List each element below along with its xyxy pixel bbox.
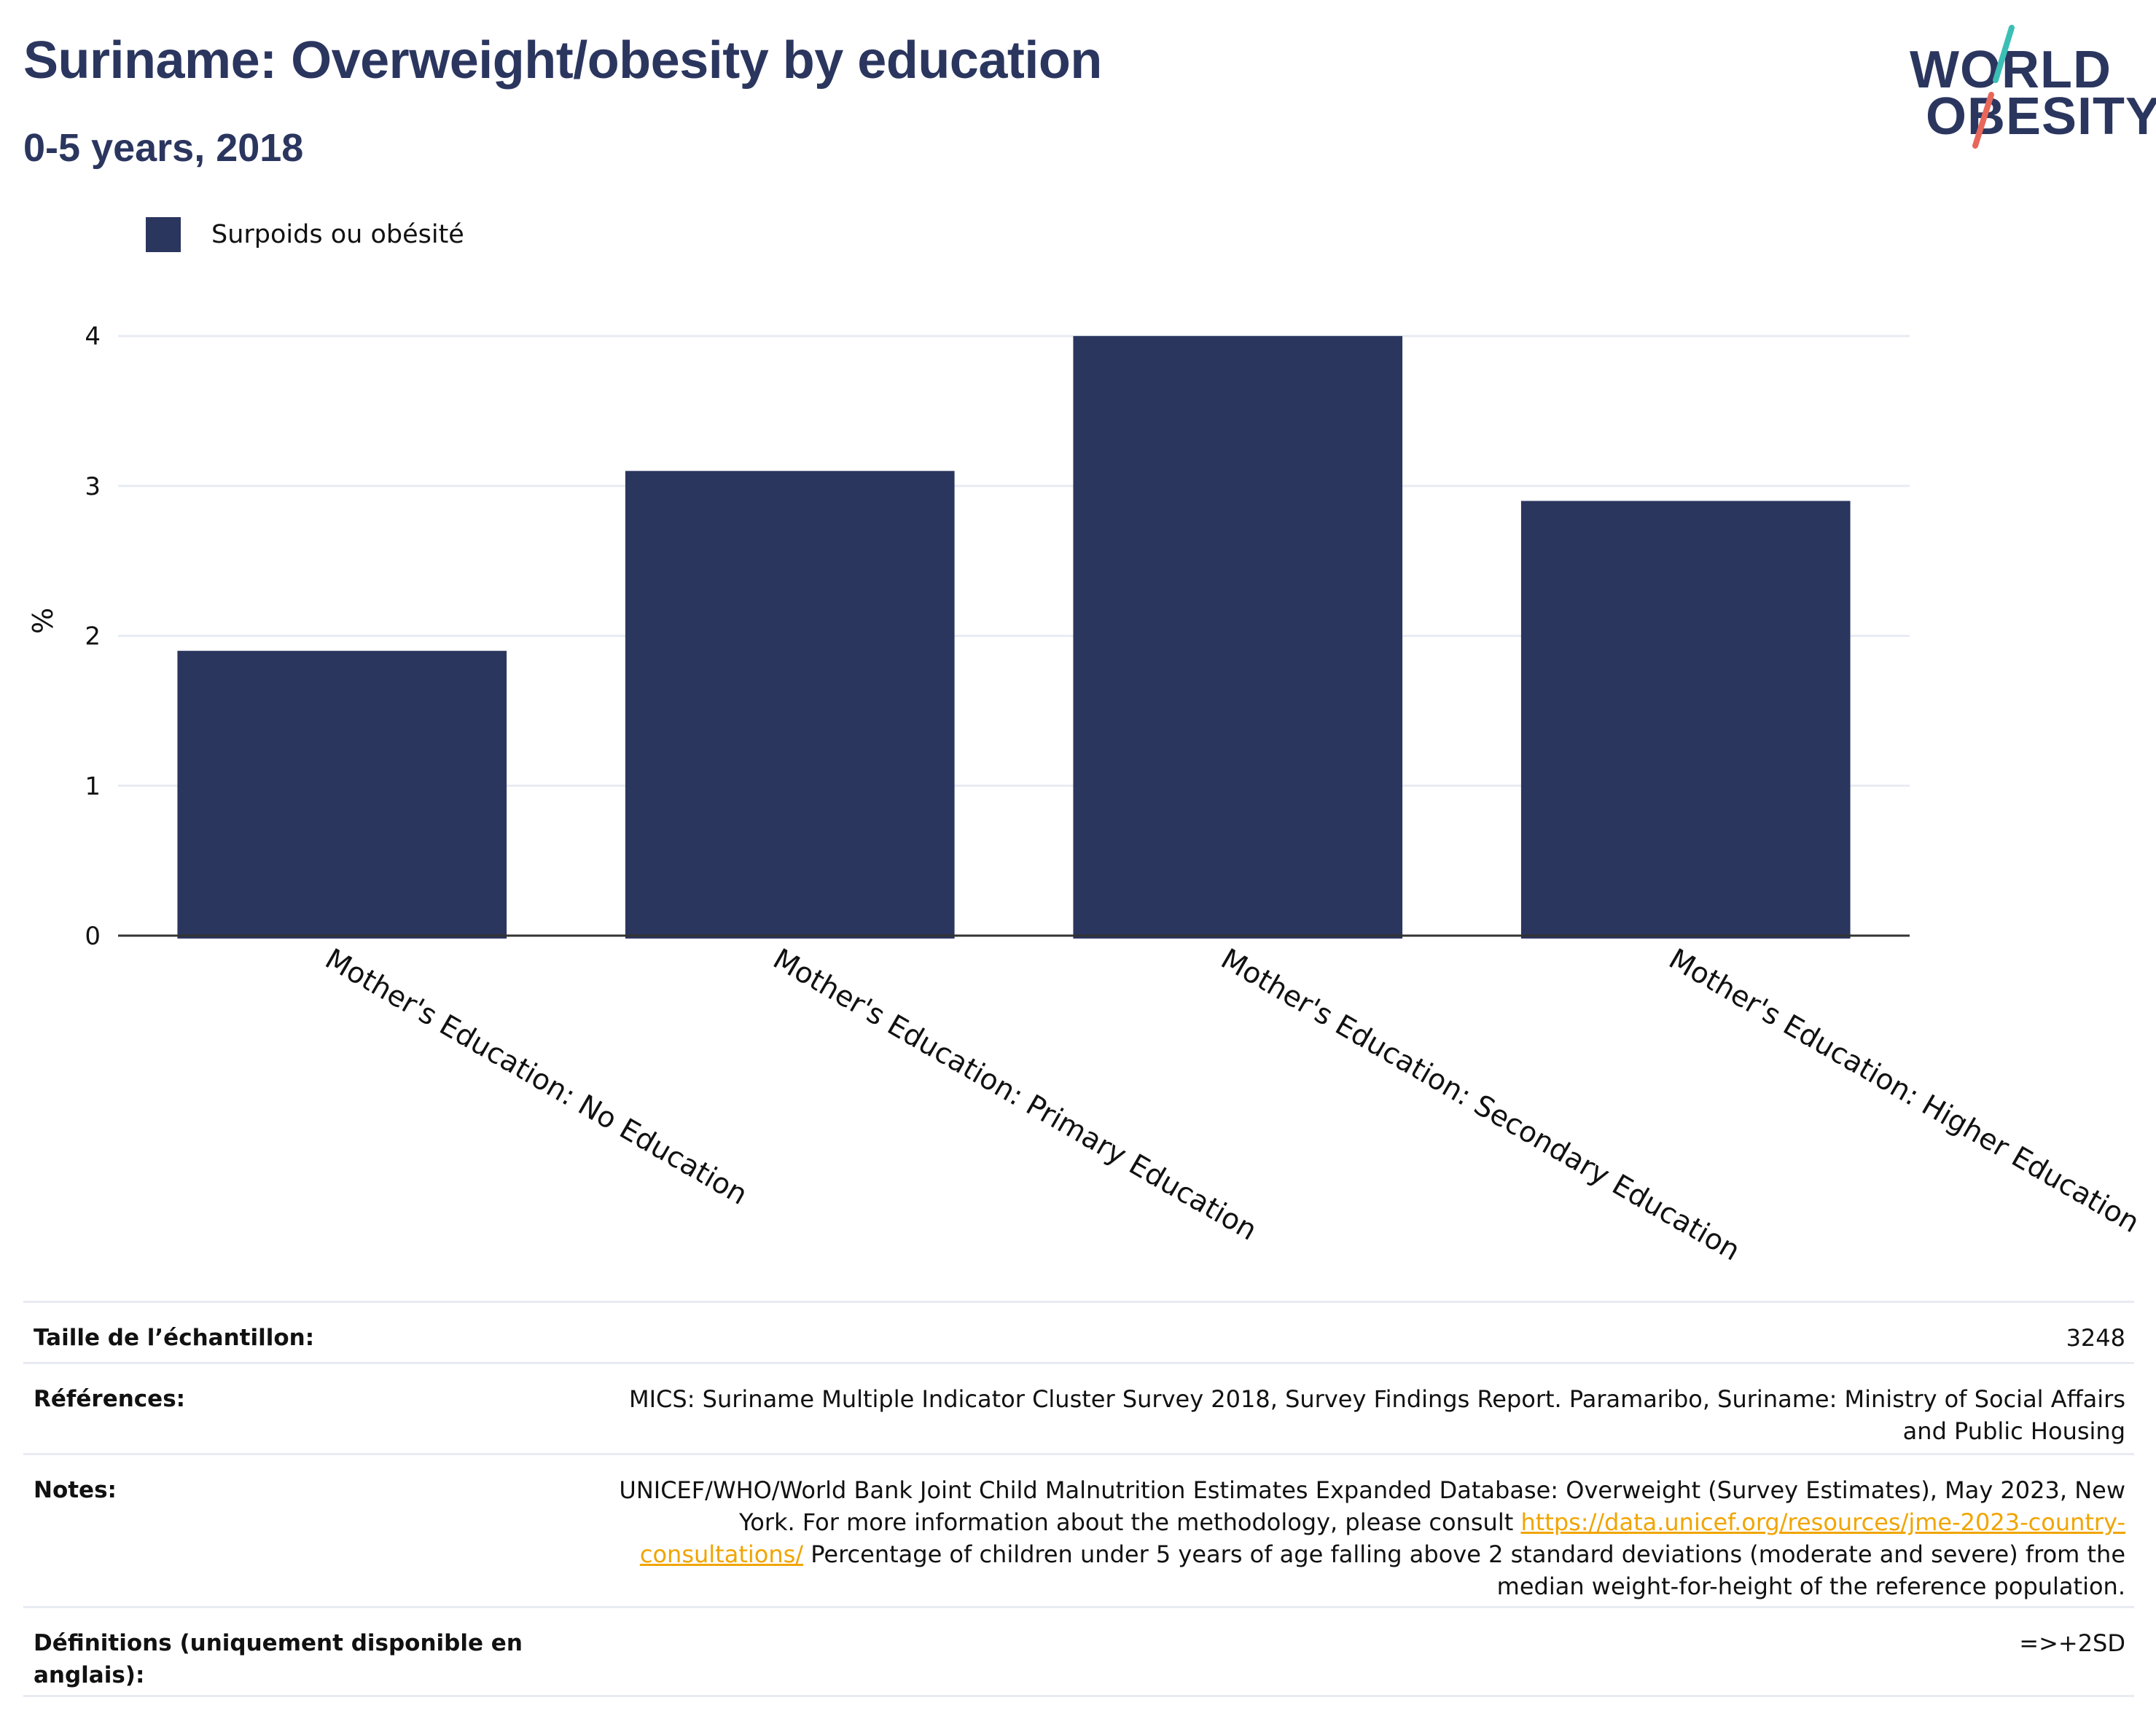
y-axis-label: % [27,608,59,634]
bar [177,651,507,939]
bar [625,471,955,939]
logo-word-obesity: OBESITY [1926,87,2156,146]
info-value: UNICEF/WHO/World Bank Joint Child Malnut… [609,1474,2125,1602]
legend-label: Surpoids ou obésité [211,220,464,249]
page-title: Suriname: Overweight/obesity by educatio… [23,31,1102,90]
notes-link[interactable]: https://data.unicef.org/resources/jme-20… [639,1508,2125,1568]
y-tick-label: 2 [85,622,101,651]
info-row-notes: Notes: UNICEF/WHO/World Bank Joint Child… [23,1453,2134,1606]
info-row-definitions: Définitions (uniquement disponible en an… [23,1606,2134,1697]
info-label: Définitions (uniquement disponible en an… [34,1630,523,1688]
page-subtitle: 0-5 years, 2018 [23,126,304,170]
info-table: Taille de l’échantillon: 3248 Références… [23,1301,2134,1697]
info-label: Taille de l’échantillon: [34,1325,315,1351]
info-row-sample-size: Taille de l’échantillon: 3248 [23,1301,2134,1362]
info-label: Notes: [34,1477,117,1503]
y-tick-label: 1 [85,772,101,801]
notes-text: UNICEF/WHO/World Bank Joint Child Malnut… [619,1476,2125,1536]
info-label: Références: [34,1386,186,1412]
world-obesity-logo: WORLD OBESITY [1895,22,2156,153]
info-value: 3248 [2066,1324,2125,1352]
y-tick-label: 0 [85,922,101,951]
bar [1520,501,1851,939]
x-tick-label: Mother's Education: No Education [319,943,752,1212]
info-row-references: Références: MICS: Suriname Multiple Indi… [23,1362,2134,1453]
x-tick-label: Mother's Education: Primary Education [768,943,1262,1248]
bar [1073,336,1403,939]
y-tick-label: 4 [85,322,101,351]
y-tick-label: 3 [85,472,101,501]
legend-swatch [146,217,181,252]
info-value: =>+2SD [2019,1629,2125,1657]
x-tick-label: Mother's Education: Higher Education [1663,943,2145,1239]
x-tick-label: Mother's Education: Secondary Education [1215,943,1745,1268]
notes-text-continued: Percentage of children under 5 years of … [803,1540,2125,1600]
info-value: MICS: Suriname Multiple Indicator Cluste… [628,1385,2125,1445]
logo-word-world: WORLD [1910,41,2112,99]
logo-slash-icon [1972,25,2015,149]
